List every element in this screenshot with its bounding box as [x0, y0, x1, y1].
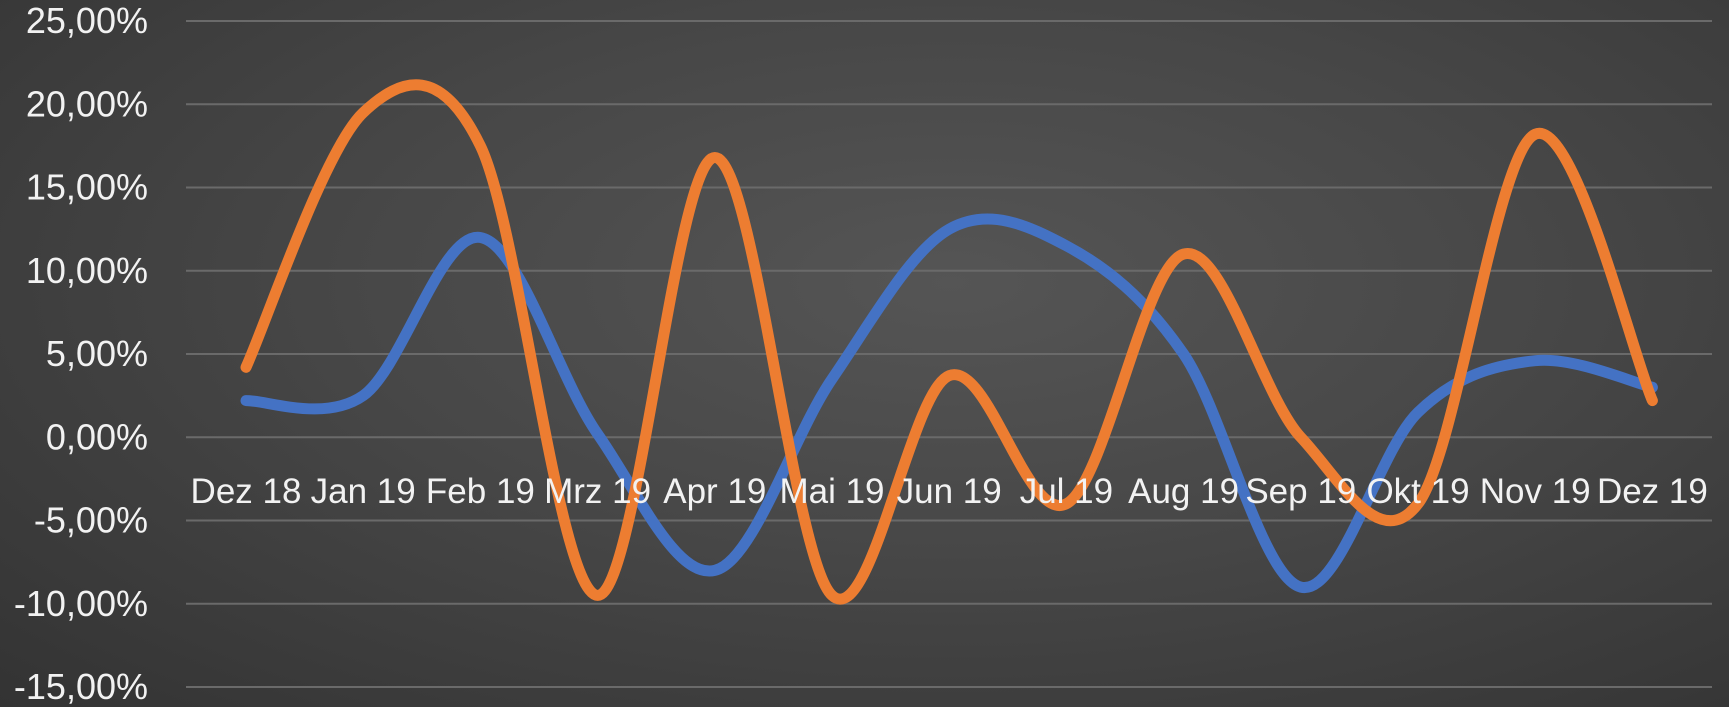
y-tick-label: 25,00%: [26, 0, 148, 41]
series-line-1: [240, 213, 1658, 593]
series-line-2: [240, 79, 1658, 605]
y-tick-label: 10,00%: [26, 250, 148, 291]
y-tick-label: 0,00%: [46, 416, 148, 457]
x-tick-label: Jul 19: [1020, 472, 1113, 511]
x-tick-label: Jan 19: [311, 472, 416, 511]
y-axis-tick-labels: 25,00% 20,00% 15,00% 10,00% 5,00% 0,00% -5,00%…: [14, 0, 148, 707]
x-tick-label: Dez 19: [1597, 472, 1708, 511]
y-tick-label: 20,00%: [26, 83, 148, 124]
gridlines: [186, 20, 1712, 688]
y-tick-label: -15,00%: [14, 666, 148, 707]
x-axis-tick-labels: Dez 18 Jan 19 Feb 19 Mrz 19 Apr 19 Mai 19 Jun …: [191, 472, 1708, 511]
x-tick-label: Mai 19: [779, 472, 884, 511]
y-tick-label: 15,00%: [26, 167, 148, 208]
y-tick-label: -5,00%: [34, 500, 148, 541]
x-tick-label: Aug 19: [1128, 472, 1239, 511]
y-tick-label: -10,00%: [14, 583, 148, 624]
x-tick-label: Okt 19: [1366, 472, 1469, 511]
x-tick-label: Apr 19: [663, 472, 766, 511]
x-tick-label: Jun 19: [897, 472, 1002, 511]
x-tick-label: Mrz 19: [544, 472, 651, 511]
y-tick-label: 5,00%: [46, 333, 148, 374]
x-tick-label: Nov 19: [1480, 472, 1591, 511]
x-tick-label: Feb 19: [426, 472, 535, 511]
x-tick-label: Sep 19: [1245, 472, 1356, 511]
x-tick-label: Dez 18: [191, 472, 302, 511]
series-lines: [240, 79, 1658, 605]
